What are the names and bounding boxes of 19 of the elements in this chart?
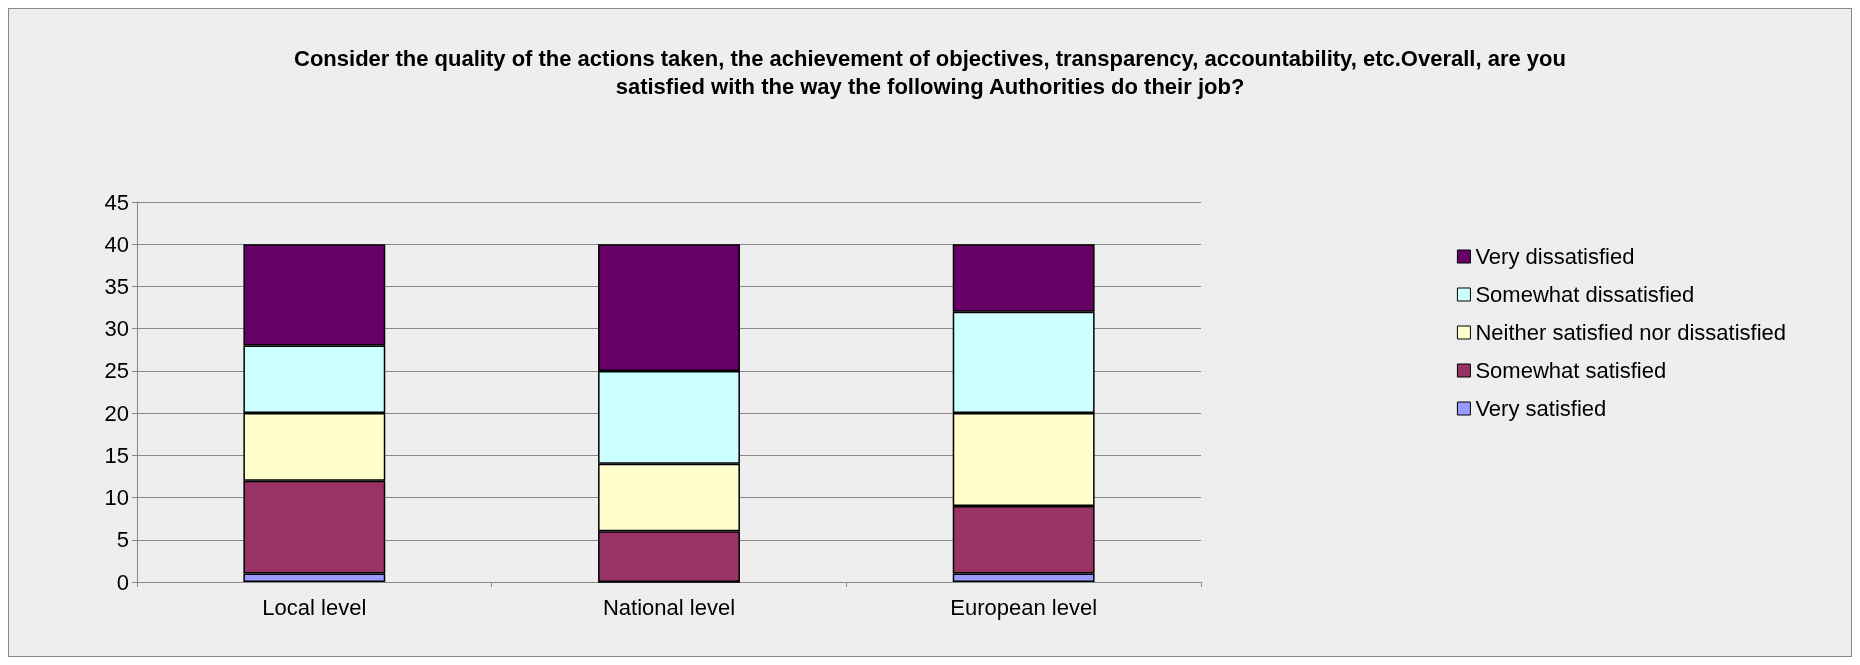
y-tick-label: 25 [104, 358, 129, 384]
legend-label: Neither satisfied nor dissatisfied [1475, 320, 1786, 345]
x-tick-label: Local level [262, 594, 367, 620]
legend-label: Somewhat dissatisfied [1475, 282, 1695, 307]
y-tick-label: 20 [104, 400, 129, 426]
legend-label: Very dissatisfied [1475, 244, 1635, 269]
chart-title: Consider the quality of the actions taken, the achievement of objectives, transparency, accountability, etc.Overall, are you satisfied with the way the following Authorities do their job? [294, 45, 1566, 99]
y-tick-label: 15 [104, 442, 129, 468]
y-tick-label: 5 [116, 527, 129, 553]
y-tick-label: 0 [116, 569, 129, 595]
legend-label: Very satisfied [1475, 396, 1607, 421]
y-tick-label: 40 [104, 231, 129, 257]
x-tick-label: National level [602, 594, 736, 620]
legend-label: Somewhat satisfied [1475, 358, 1667, 383]
x-tick-label: European level [950, 594, 1098, 620]
y-tick-label: 30 [104, 316, 129, 342]
y-tick-label: 45 [104, 189, 129, 215]
y-tick-label: 35 [104, 273, 129, 299]
y-tick-label: 10 [104, 485, 129, 511]
